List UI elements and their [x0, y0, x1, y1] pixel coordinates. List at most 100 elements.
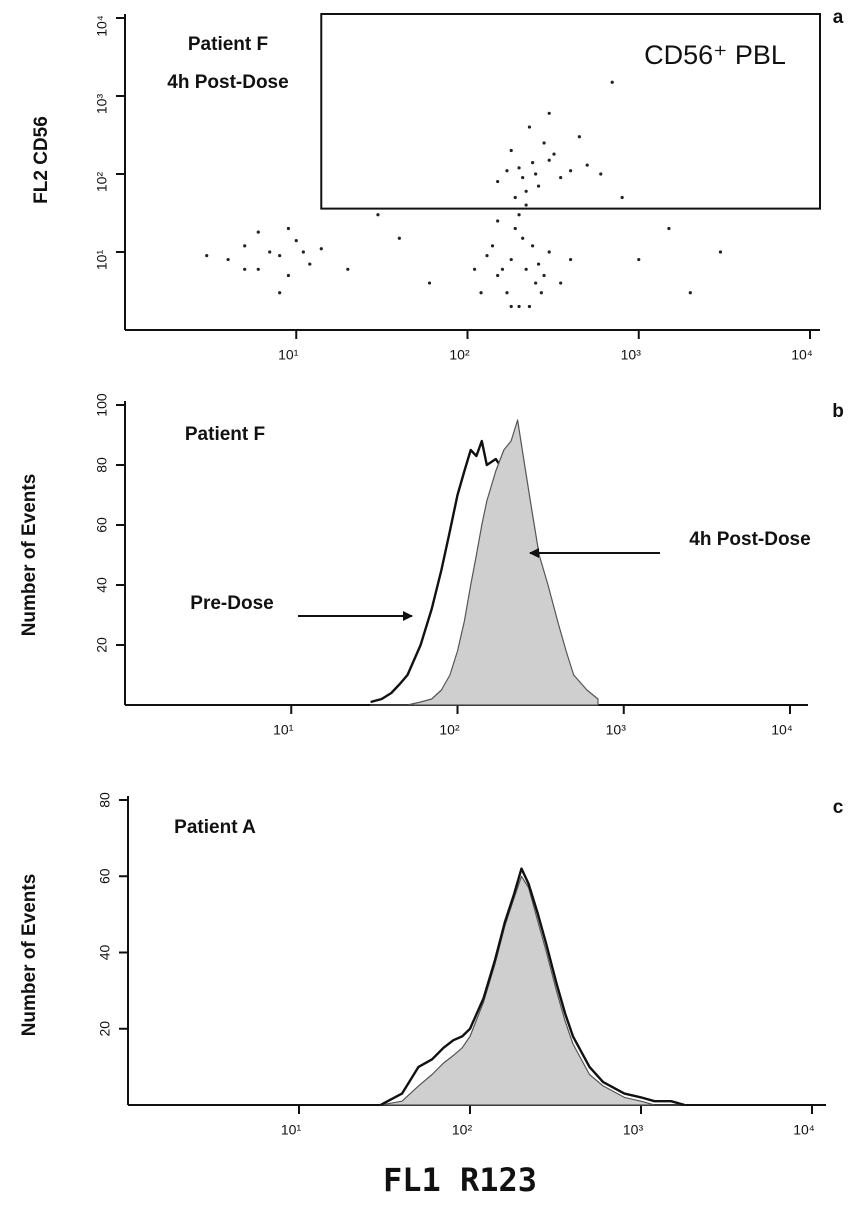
histogram-area — [380, 875, 686, 1106]
x-tick-label: 10¹ — [281, 1122, 302, 1138]
y-tick-label: 60 — [94, 517, 110, 533]
event-dot — [256, 230, 260, 234]
event-dot — [534, 172, 538, 176]
y-tick-label: 10⁴ — [94, 15, 110, 37]
event-dot — [346, 267, 350, 271]
event-dot — [509, 148, 513, 153]
event-dot — [569, 169, 573, 173]
x-tick-label: 10² — [452, 1122, 473, 1138]
event-dot — [531, 244, 535, 248]
y-tick-label: 60 — [97, 868, 113, 884]
y-tick-label: 40 — [97, 945, 113, 961]
y-tick-label: 10³ — [94, 94, 110, 115]
event-dot — [376, 213, 380, 217]
event-dot — [505, 291, 509, 295]
x-tick-label: 10⁴ — [791, 347, 813, 363]
panel-label: c — [833, 797, 844, 818]
event-dot — [524, 189, 528, 193]
event-dot — [513, 195, 517, 200]
x-tick-label: 10³ — [621, 347, 642, 363]
y-tick-label: 20 — [97, 1021, 113, 1037]
y-tick-label: 80 — [94, 457, 110, 473]
event-dot — [268, 250, 272, 254]
event-dot — [286, 226, 291, 231]
y-axis-label: Number of Events — [19, 874, 40, 1037]
event-dot — [539, 291, 543, 295]
panel-label: b — [832, 401, 844, 422]
event-dot — [509, 304, 513, 309]
event-dot — [637, 257, 641, 262]
x-tick-label: 10² — [439, 722, 460, 738]
event-dot — [547, 158, 551, 162]
y-tick-label: 10¹ — [94, 250, 110, 271]
y-axis-label: FL2 CD56 — [31, 116, 52, 204]
event-dot — [500, 267, 505, 271]
event-dot — [559, 281, 563, 285]
event-dot — [479, 291, 483, 295]
event-dot — [278, 291, 282, 295]
event-dot — [718, 250, 723, 254]
event-dot — [490, 244, 495, 248]
event-dot — [294, 239, 298, 243]
event-dot — [542, 141, 546, 145]
y-tick-label: 80 — [97, 792, 113, 808]
y-axis-label: Number of Events — [19, 474, 40, 637]
x-tick-label: 10¹ — [273, 722, 294, 738]
event-dot — [243, 267, 247, 271]
y-tick-label: 40 — [94, 577, 110, 593]
y-tick-label: 10² — [94, 172, 110, 193]
event-dot — [599, 172, 603, 176]
event-dot — [496, 273, 500, 278]
series-label: Pre-Dose — [190, 593, 273, 614]
event-dot — [521, 175, 525, 180]
y-tick-label: 100 — [94, 393, 110, 417]
annotation: Patient F — [185, 424, 265, 445]
event-dot — [688, 291, 692, 295]
event-dot — [496, 219, 500, 223]
event-dot — [536, 262, 541, 266]
y-tick-label: 20 — [94, 637, 110, 653]
event-dot — [527, 125, 532, 129]
annotation: 4h Post-Dose — [167, 72, 288, 93]
event-dot — [513, 226, 517, 231]
event-dot — [256, 267, 260, 271]
event-dot — [527, 304, 532, 309]
event-dot — [517, 213, 521, 217]
event-dot — [534, 281, 538, 285]
histogram-area — [370, 419, 599, 706]
event-dot — [319, 247, 323, 251]
event-dot — [542, 273, 546, 278]
event-dot — [667, 226, 671, 231]
event-dot — [569, 257, 573, 262]
event-dot — [301, 250, 305, 254]
series-label: 4h Post-Dose — [689, 529, 810, 550]
event-dot — [610, 80, 614, 84]
event-dot — [559, 175, 563, 180]
histogram-line — [380, 867, 686, 1107]
event-dot — [278, 253, 282, 258]
event-dot — [517, 166, 521, 170]
event-dot — [505, 169, 509, 173]
event-dot — [485, 253, 489, 258]
gate-label: CD56⁺ PBL — [644, 40, 786, 70]
annotation: Patient A — [174, 817, 256, 838]
event-dot — [286, 273, 291, 278]
event-dot — [308, 262, 312, 266]
event-dot — [397, 236, 401, 240]
event-dot — [552, 152, 556, 156]
event-dot — [536, 184, 541, 188]
event-dot — [517, 304, 521, 309]
event-dot — [531, 161, 535, 165]
event-dot — [524, 203, 528, 207]
event-dot — [472, 267, 477, 271]
x-tick-label: 10¹ — [278, 347, 299, 363]
x-tick-label: 10² — [449, 347, 470, 363]
x-tick-label: 10³ — [606, 722, 627, 738]
annotation: Patient F — [188, 34, 268, 55]
x-tick-label: 10³ — [623, 1122, 644, 1138]
event-dot — [509, 257, 513, 262]
gate — [320, 13, 821, 210]
event-dot — [577, 135, 581, 139]
